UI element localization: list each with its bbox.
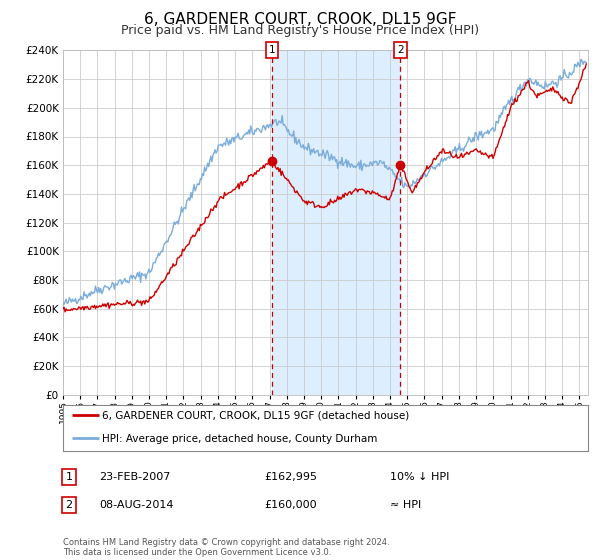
Text: 10% ↓ HPI: 10% ↓ HPI — [390, 472, 449, 482]
Text: Price paid vs. HM Land Registry's House Price Index (HPI): Price paid vs. HM Land Registry's House … — [121, 24, 479, 36]
Text: 6, GARDENER COURT, CROOK, DL15 9GF: 6, GARDENER COURT, CROOK, DL15 9GF — [144, 12, 456, 27]
Text: 2: 2 — [397, 45, 404, 55]
Text: 1: 1 — [65, 472, 73, 482]
Text: 23-FEB-2007: 23-FEB-2007 — [99, 472, 170, 482]
Text: ≈ HPI: ≈ HPI — [390, 500, 421, 510]
Text: Contains HM Land Registry data © Crown copyright and database right 2024.
This d: Contains HM Land Registry data © Crown c… — [63, 538, 389, 557]
Text: £160,000: £160,000 — [264, 500, 317, 510]
Bar — [272, 50, 400, 395]
Text: 1: 1 — [269, 45, 275, 55]
Text: 6, GARDENER COURT, CROOK, DL15 9GF (detached house): 6, GARDENER COURT, CROOK, DL15 9GF (deta… — [103, 411, 410, 421]
Text: £162,995: £162,995 — [264, 472, 317, 482]
Text: HPI: Average price, detached house, County Durham: HPI: Average price, detached house, Coun… — [103, 434, 378, 444]
Text: 2: 2 — [65, 500, 73, 510]
Text: 08-AUG-2014: 08-AUG-2014 — [99, 500, 173, 510]
